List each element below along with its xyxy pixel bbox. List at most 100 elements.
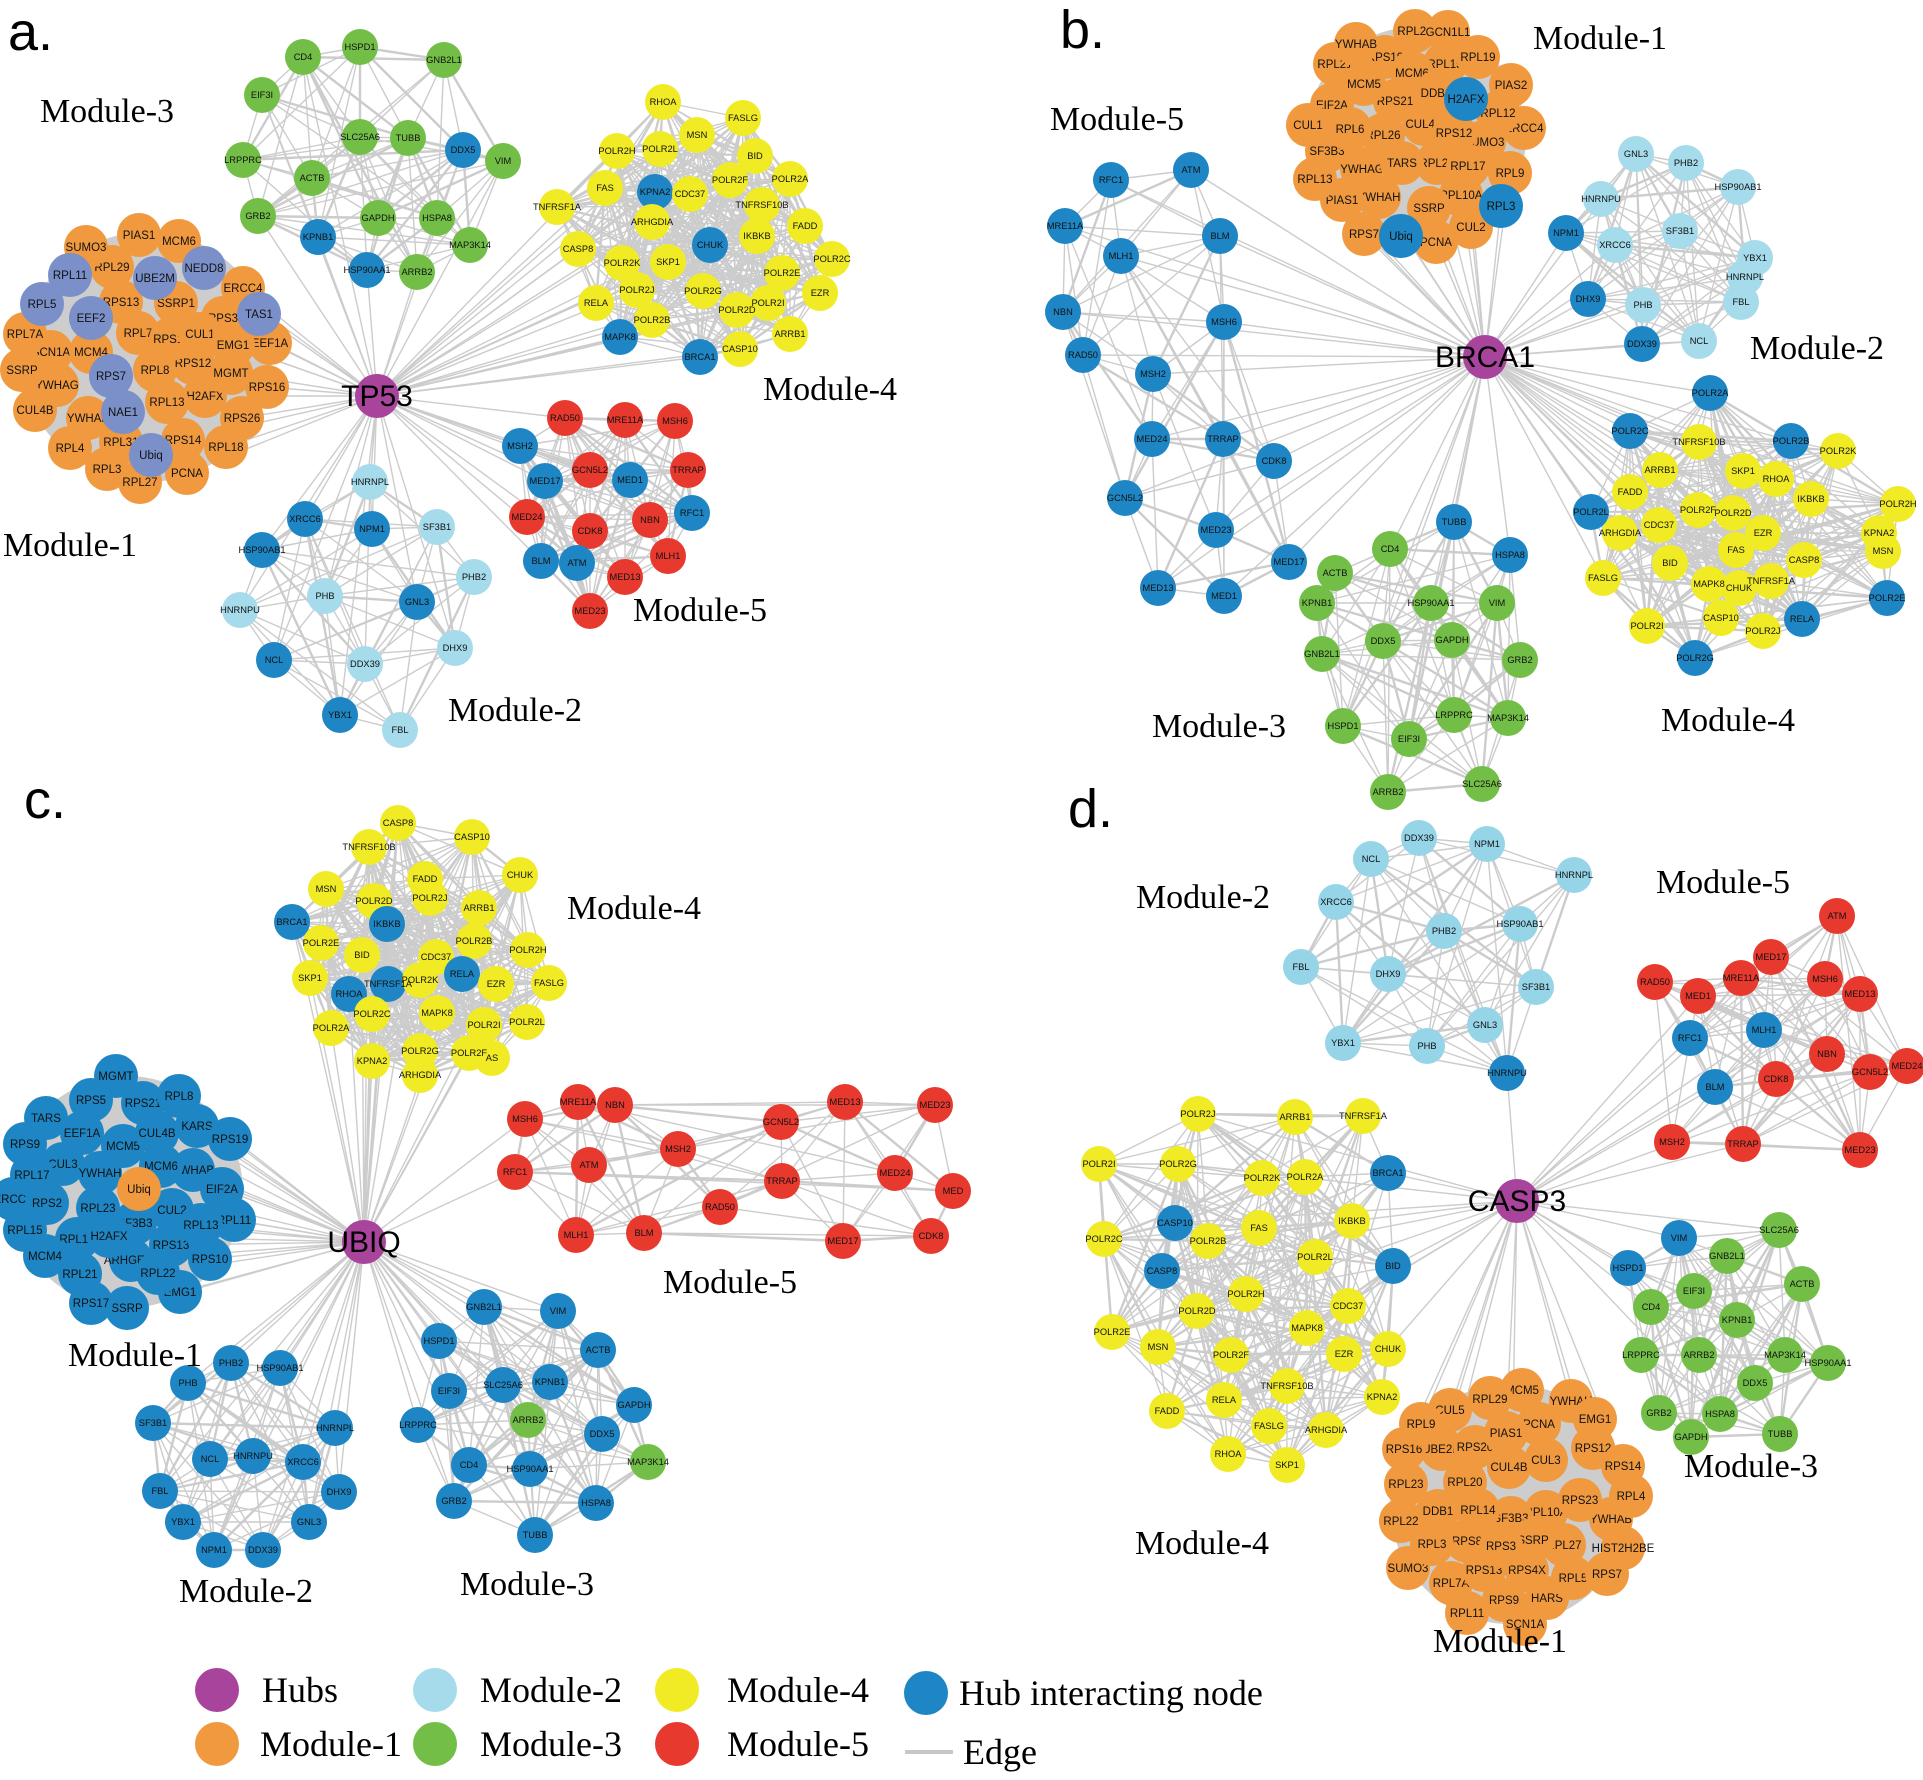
- svg-text:POLR2C: POLR2C: [353, 1009, 390, 1019]
- svg-text:GNL3: GNL3: [405, 597, 429, 607]
- svg-text:MED23: MED23: [574, 606, 605, 616]
- svg-text:EEF1A: EEF1A: [64, 1128, 101, 1140]
- svg-text:RPL15: RPL15: [1427, 59, 1462, 71]
- svg-text:RPS16: RPS16: [1386, 1444, 1422, 1456]
- svg-text:POLR2J: POLR2J: [1745, 626, 1780, 636]
- svg-text:MAP3K14: MAP3K14: [627, 1457, 669, 1467]
- svg-text:Module-2: Module-2: [1750, 330, 1884, 367]
- svg-text:Module-4: Module-4: [763, 371, 897, 408]
- svg-text:MCM6: MCM6: [144, 1161, 178, 1173]
- svg-text:CD4: CD4: [1381, 544, 1400, 554]
- svg-text:FBL: FBL: [151, 1486, 168, 1496]
- svg-text:POLR2E: POLR2E: [764, 268, 801, 278]
- svg-text:MED23: MED23: [1844, 1145, 1875, 1155]
- svg-text:POLR2D: POLR2D: [1178, 1306, 1215, 1316]
- svg-text:RPL10A: RPL10A: [1525, 1507, 1568, 1519]
- svg-text:KARS: KARS: [181, 1121, 213, 1133]
- svg-text:HSP90AA1: HSP90AA1: [343, 265, 390, 275]
- svg-text:XRCC6: XRCC6: [1320, 897, 1352, 907]
- svg-text:FBL: FBL: [1292, 962, 1309, 972]
- svg-text:RPL22: RPL22: [140, 1268, 175, 1280]
- svg-text:HNRNPL: HNRNPL: [316, 1423, 354, 1433]
- svg-text:KPNA2: KPNA2: [640, 187, 671, 197]
- svg-text:POLR2I: POLR2I: [467, 1020, 500, 1030]
- svg-text:POLR2G: POLR2G: [1159, 1159, 1197, 1169]
- svg-text:RHOA: RHOA: [336, 989, 364, 999]
- svg-text:BID: BID: [354, 950, 370, 960]
- svg-text:GAPDH: GAPDH: [1435, 635, 1468, 645]
- svg-text:NBN: NBN: [1817, 1049, 1837, 1059]
- svg-text:NBN: NBN: [640, 515, 660, 525]
- svg-text:UBIQ: UBIQ: [327, 1226, 400, 1259]
- svg-text:POLR2L: POLR2L: [642, 144, 678, 154]
- svg-text:HSP90AB1: HSP90AB1: [256, 1363, 303, 1373]
- svg-text:NCL: NCL: [201, 1454, 220, 1464]
- svg-text:BRCA1: BRCA1: [1435, 341, 1535, 374]
- svg-text:POLR2H: POLR2H: [509, 945, 546, 955]
- svg-text:Module-4: Module-4: [1661, 702, 1795, 739]
- svg-text:HSP90AB1: HSP90AB1: [1714, 182, 1761, 192]
- svg-text:TUBB: TUBB: [523, 1530, 548, 1540]
- svg-text:MRE11A: MRE11A: [1723, 973, 1760, 983]
- svg-text:TARS: TARS: [1387, 158, 1417, 170]
- svg-text:ACTB: ACTB: [300, 173, 325, 183]
- svg-text:PHB: PHB: [1633, 300, 1652, 310]
- svg-text:GAPDH: GAPDH: [361, 213, 394, 223]
- svg-text:MRE11A: MRE11A: [607, 415, 644, 425]
- svg-text:RPS13: RPS13: [103, 297, 139, 309]
- svg-text:VIM: VIM: [1671, 1233, 1688, 1243]
- svg-text:HSP90AB1: HSP90AB1: [238, 545, 285, 555]
- svg-text:RPL27: RPL27: [122, 477, 157, 489]
- svg-text:EMG1: EMG1: [217, 340, 250, 352]
- svg-text:Module-5: Module-5: [633, 592, 767, 629]
- svg-text:XRCC6: XRCC6: [289, 514, 321, 524]
- svg-text:RPS2: RPS2: [32, 1198, 62, 1210]
- svg-text:H2AFX: H2AFX: [1447, 94, 1484, 106]
- svg-text:POLR2F: POLR2F: [451, 1048, 487, 1058]
- svg-text:Module-1: Module-1: [1433, 1623, 1567, 1660]
- svg-text:MCM5: MCM5: [106, 1141, 140, 1153]
- svg-text:NBN: NBN: [1053, 307, 1073, 317]
- svg-text:RHOA: RHOA: [1215, 1449, 1243, 1459]
- svg-text:RPS5: RPS5: [76, 1095, 106, 1107]
- svg-text:TNFRSF1A: TNFRSF1A: [533, 202, 582, 212]
- svg-text:MSH2: MSH2: [665, 1144, 691, 1154]
- svg-text:HSP90AA1: HSP90AA1: [1804, 1358, 1851, 1368]
- svg-text:FADD: FADD: [1618, 487, 1643, 497]
- svg-text:HNRNPU: HNRNPU: [220, 605, 260, 615]
- svg-text:FAS: FAS: [1250, 1223, 1268, 1233]
- svg-text:DHX9: DHX9: [1576, 294, 1601, 304]
- svg-text:POLR2H: POLR2H: [1879, 499, 1916, 509]
- svg-text:MSH6: MSH6: [662, 416, 688, 426]
- svg-text:LRPPRC: LRPPRC: [1435, 710, 1473, 720]
- svg-text:MCM4: MCM4: [28, 1251, 62, 1263]
- svg-text:MED23: MED23: [1200, 525, 1231, 535]
- svg-text:GCN5L2: GCN5L2: [572, 465, 608, 475]
- svg-text:EZR: EZR: [487, 979, 506, 989]
- svg-text:RPL14: RPL14: [1460, 1505, 1496, 1517]
- svg-text:DDX39: DDX39: [1404, 833, 1434, 843]
- svg-text:ARHGDIA: ARHGDIA: [399, 1070, 442, 1080]
- svg-text:PHB: PHB: [315, 591, 334, 601]
- svg-text:GNB2L1: GNB2L1: [426, 55, 462, 65]
- svg-text:LRPPRC: LRPPRC: [1622, 1350, 1660, 1360]
- svg-text:RPL11: RPL11: [1450, 1608, 1484, 1620]
- svg-text:HSPA8: HSPA8: [1495, 550, 1525, 560]
- svg-text:BRCA1: BRCA1: [684, 352, 715, 362]
- svg-text:CUL2: CUL2: [1456, 222, 1485, 234]
- svg-text:TRRAP: TRRAP: [766, 1176, 798, 1186]
- svg-text:POLR2I: POLR2I: [1630, 621, 1663, 631]
- svg-text:YBX1: YBX1: [1331, 1038, 1355, 1048]
- svg-text:RPL20: RPL20: [1419, 158, 1454, 170]
- svg-text:ACTB: ACTB: [1323, 568, 1348, 578]
- svg-text:NCL: NCL: [265, 655, 284, 665]
- svg-text:CUL1: CUL1: [1293, 120, 1322, 132]
- svg-text:SSRP: SSRP: [111, 1303, 143, 1315]
- svg-text:MED17: MED17: [827, 1236, 858, 1246]
- svg-text:EZR: EZR: [1754, 528, 1773, 538]
- svg-text:SSRP: SSRP: [6, 365, 38, 377]
- svg-text:RPS10: RPS10: [192, 1254, 228, 1266]
- svg-text:DDB1: DDB1: [1423, 1506, 1454, 1518]
- svg-text:SCN1A: SCN1A: [1506, 1619, 1545, 1631]
- svg-text:POLR2K: POLR2K: [1820, 446, 1857, 456]
